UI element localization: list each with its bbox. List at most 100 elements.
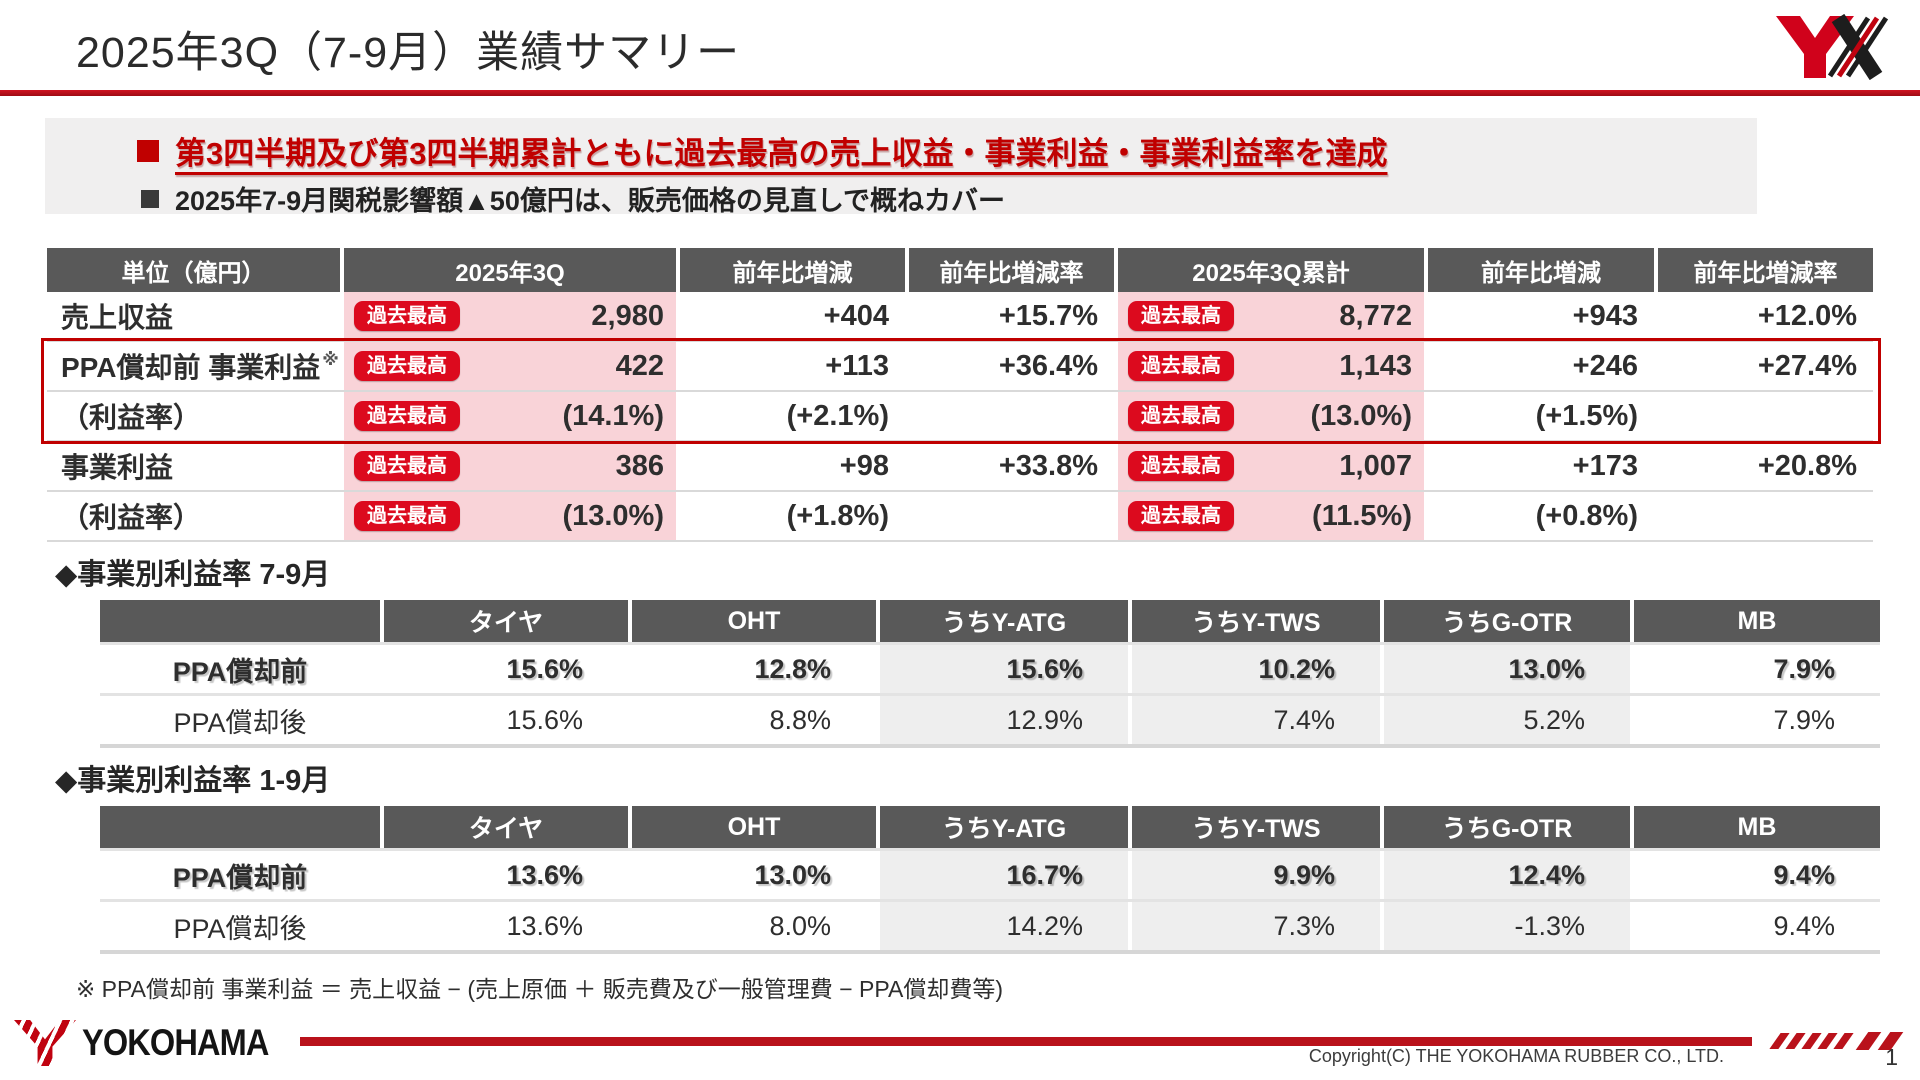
- record-high-badge: 過去最高: [354, 501, 460, 531]
- column-header: 2025年3Q: [344, 248, 676, 292]
- record-high-badge: 過去最高: [354, 301, 460, 331]
- value-cell: (+1.8%): [786, 499, 889, 532]
- value-cell: 12.9%: [880, 696, 1128, 744]
- value-cell: 13.0%: [754, 859, 831, 890]
- value-cell: 15.6%: [880, 645, 1128, 693]
- bullet-square-icon: [141, 189, 159, 208]
- segment-table-ytd: タイヤ OHT うちY-ATG うちY-TWS うちG-OTR MB PPA償却…: [100, 806, 1880, 954]
- row-label: （利益率）: [61, 502, 202, 533]
- value-cell: (+2.1%): [786, 399, 889, 432]
- value-cell-cumulative: 過去最高 8,772: [1118, 292, 1424, 340]
- copyright-text: Copyright(C) THE YOKOHAMA RUBBER CO., LT…: [1308, 1046, 1724, 1066]
- column-header: うちY-TWS: [1132, 600, 1380, 642]
- highlight-primary: 第3四半期及び第3四半期累計ともに過去最高の売上収益・事業利益・事業利益率を達成: [175, 136, 1388, 171]
- value-cell: +404: [823, 299, 889, 332]
- column-header: [100, 806, 380, 848]
- table-row: （利益率） 過去最高 (14.1%) (+2.1%) 過去最高 (13.0%) (+…: [47, 392, 1873, 442]
- value-cell: [909, 392, 1114, 440]
- column-header: OHT: [632, 600, 876, 642]
- record-high-badge: 過去最高: [1128, 301, 1234, 331]
- value-cell: +36.4%: [998, 349, 1098, 382]
- row-label: PPA償却前 事業利益 ※: [61, 350, 339, 383]
- yokohama-logo: YOKOHAMA: [14, 1020, 294, 1066]
- value-cell-cumulative: 過去最高 1,143: [1118, 342, 1424, 390]
- footnote: ※ PPA償却前 事業利益 ＝ 売上収益 − (売上原価 ＋ 販売費及び一般管理…: [76, 976, 1003, 1002]
- value-cell: 13.6%: [506, 859, 583, 890]
- page-number: 1: [1885, 1044, 1898, 1070]
- table-row: （利益率） 過去最高 (13.0%) (+1.8%) 過去最高 (11.5%) (+…: [47, 492, 1873, 542]
- column-header: 前年比増減: [680, 248, 905, 292]
- column-header: MB: [1634, 806, 1880, 848]
- value-cell: (+0.8%): [1535, 499, 1638, 532]
- value-cell-q3: 過去最高 (13.0%): [344, 492, 676, 540]
- value-cell: +15.7%: [998, 299, 1098, 332]
- value-cell: 12.4%: [1384, 851, 1630, 899]
- table-row: PPA償却後 15.6% 8.8% 12.9% 7.4% 5.2% 7.9%: [100, 696, 1880, 748]
- column-header: うちY-ATG: [880, 806, 1128, 848]
- value-cell: 7.4%: [1132, 696, 1380, 744]
- row-label: PPA償却後: [173, 913, 307, 944]
- bullet-square-icon: [137, 139, 159, 162]
- value-cell: -1.3%: [1384, 902, 1630, 950]
- section-title-q3: ◆事業別利益率 7-9月: [55, 559, 331, 591]
- value-cell-q3: 過去最高 386: [344, 442, 676, 490]
- value-cell-cumulative: 過去最高 (11.5%): [1118, 492, 1424, 540]
- value-cell: 12.8%: [754, 653, 831, 684]
- value-cell: 9.4%: [1773, 910, 1835, 941]
- value-cell: [1658, 392, 1873, 440]
- value-cell: 15.6%: [506, 653, 583, 684]
- column-header: MB: [1634, 600, 1880, 642]
- yx-logo-icon: [1776, 14, 1889, 80]
- column-header: うちG-OTR: [1384, 600, 1630, 642]
- column-header: 前年比増減率: [1658, 248, 1873, 292]
- value-cell: +33.8%: [998, 449, 1098, 482]
- value-cell: 7.9%: [1773, 653, 1835, 684]
- footer-hash-icon: [1855, 1032, 1882, 1050]
- value-cell: 14.2%: [880, 902, 1128, 950]
- value-cell: +113: [825, 349, 889, 382]
- column-header: 2025年3Q累計: [1118, 248, 1424, 292]
- column-header: 前年比増減: [1428, 248, 1654, 292]
- value-cell: 5.2%: [1384, 696, 1630, 744]
- column-header: OHT: [632, 806, 876, 848]
- value-cell: 16.7%: [880, 851, 1128, 899]
- value-cell: +246: [1572, 349, 1638, 382]
- table-row: PPA償却後 13.6% 8.0% 14.2% 7.3% -1.3% 9.4%: [100, 902, 1880, 954]
- yokohama-wordmark: YOKOHAMA: [82, 1022, 269, 1063]
- row-label: 売上収益: [61, 302, 174, 333]
- segment-table-header: タイヤ OHT うちY-ATG うちY-TWS うちG-OTR MB: [100, 600, 1880, 645]
- value-cell: 7.9%: [1773, 704, 1835, 735]
- value-cell: (+1.5%): [1535, 399, 1638, 432]
- table-row: 事業利益 過去最高 386 +98 +33.8% 過去最高 1,007 +173 +…: [47, 442, 1873, 492]
- column-header: うちY-ATG: [880, 600, 1128, 642]
- row-label: 事業利益: [61, 452, 174, 483]
- summary-table-header: 単位（億円） 2025年3Q 前年比増減 前年比増減率 2025年3Q累計 前年…: [47, 248, 1873, 292]
- section-title-ytd: ◆事業別利益率 1-9月: [55, 765, 331, 797]
- value-cell: 9.4%: [1773, 859, 1835, 890]
- value-cell: 8.0%: [769, 910, 831, 941]
- row-label: PPA償却後: [173, 707, 307, 738]
- table-row: PPA償却前 15.6% 12.8% 15.6% 10.2% 13.0% 7.9…: [100, 645, 1880, 696]
- value-cell: +12.0%: [1757, 299, 1857, 332]
- value-cell: +943: [1572, 299, 1638, 332]
- value-cell: +98: [839, 449, 889, 482]
- value-cell: 13.0%: [1384, 645, 1630, 693]
- value-cell: [1658, 492, 1873, 540]
- page-title: 2025年3Q（7-9月）業績サマリー: [76, 29, 741, 77]
- column-header: うちY-TWS: [1132, 806, 1380, 848]
- value-cell: 10.2%: [1132, 645, 1380, 693]
- column-header: タイヤ: [384, 600, 628, 642]
- record-high-badge: 過去最高: [354, 451, 460, 481]
- value-cell-q3: 過去最高 (14.1%): [344, 392, 676, 440]
- row-label: PPA償却前: [172, 862, 308, 893]
- highlight-secondary: 2025年7-9月関税影響額▲50億円は、販売価格の見直しで概ねカバー: [175, 186, 1006, 216]
- record-high-badge: 過去最高: [1128, 451, 1234, 481]
- value-cell-cumulative: 過去最高 1,007: [1118, 442, 1424, 490]
- row-label: （利益率）: [61, 402, 202, 433]
- value-cell-q3: 過去最高 2,980: [344, 292, 676, 340]
- value-cell: +20.8%: [1757, 449, 1857, 482]
- value-cell-cumulative: 過去最高 (13.0%): [1118, 392, 1424, 440]
- value-cell: 7.3%: [1132, 902, 1380, 950]
- record-high-badge: 過去最高: [1128, 401, 1234, 431]
